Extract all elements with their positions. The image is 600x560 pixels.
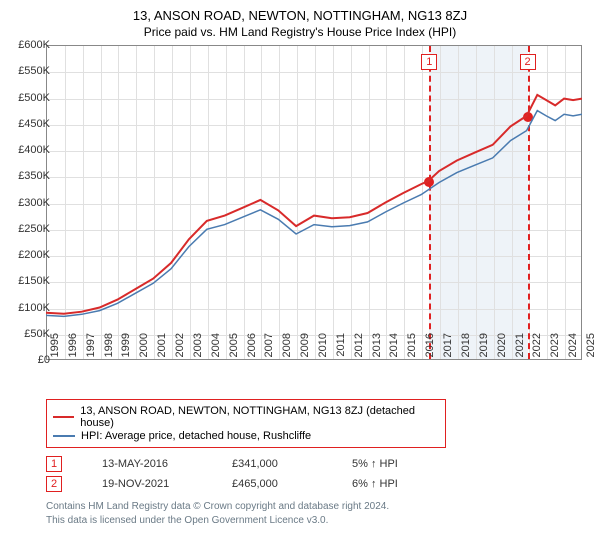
legend-item-property: 13, ANSON ROAD, NEWTON, NOTTINGHAM, NG13… bbox=[53, 405, 439, 429]
x-axis-label: 2009 bbox=[299, 333, 311, 363]
x-axis-label: 2011 bbox=[335, 333, 347, 363]
legend-label: HPI: Average price, detached house, Rush… bbox=[81, 430, 311, 442]
x-axis-label: 2024 bbox=[567, 333, 579, 363]
sales-table: 1 13-MAY-2016 £341,000 5% ↑ HPI 2 19-NOV… bbox=[46, 456, 590, 492]
footer-attribution: Contains HM Land Registry data © Crown c… bbox=[46, 500, 590, 527]
legend-swatch bbox=[53, 416, 74, 418]
chart-legend: 13, ANSON ROAD, NEWTON, NOTTINGHAM, NG13… bbox=[46, 399, 446, 448]
table-row: 2 19-NOV-2021 £465,000 6% ↑ HPI bbox=[46, 476, 590, 492]
footer-line: Contains HM Land Registry data © Crown c… bbox=[46, 500, 590, 514]
x-axis-label: 1997 bbox=[85, 333, 97, 363]
legend-item-hpi: HPI: Average price, detached house, Rush… bbox=[53, 430, 439, 442]
x-axis-label: 2007 bbox=[263, 333, 275, 363]
x-axis-label: 2004 bbox=[210, 333, 222, 363]
y-axis-label: £200K bbox=[18, 249, 50, 261]
sale-marker-box: 1 bbox=[46, 456, 62, 472]
sale-delta: 6% ↑ HPI bbox=[352, 478, 398, 490]
y-axis-label: £500K bbox=[18, 92, 50, 104]
x-axis-label: 2001 bbox=[156, 333, 168, 363]
x-axis-label: 2002 bbox=[174, 333, 186, 363]
legend-label: 13, ANSON ROAD, NEWTON, NOTTINGHAM, NG13… bbox=[80, 405, 439, 429]
x-axis-label: 2003 bbox=[192, 333, 204, 363]
x-axis-label: 2017 bbox=[442, 333, 454, 363]
x-axis-label: 1999 bbox=[120, 333, 132, 363]
table-row: 1 13-MAY-2016 £341,000 5% ↑ HPI bbox=[46, 456, 590, 472]
y-axis-label: £450K bbox=[18, 118, 50, 130]
x-axis-label: 2010 bbox=[317, 333, 329, 363]
sale-price: £341,000 bbox=[232, 458, 312, 470]
x-axis-label: 2019 bbox=[478, 333, 490, 363]
y-axis-label: £400K bbox=[18, 144, 50, 156]
y-axis-label: £350K bbox=[18, 170, 50, 182]
x-axis-label: 2008 bbox=[281, 333, 293, 363]
x-axis-label: 1996 bbox=[67, 333, 79, 363]
x-axis-label: 2022 bbox=[531, 333, 543, 363]
x-axis-label: 2023 bbox=[549, 333, 561, 363]
y-axis-label: £600K bbox=[18, 39, 50, 51]
sale-date: 19-NOV-2021 bbox=[102, 478, 192, 490]
x-axis-label: 2014 bbox=[388, 333, 400, 363]
sale-marker-box: 2 bbox=[46, 476, 62, 492]
title-address: 13, ANSON ROAD, NEWTON, NOTTINGHAM, NG13… bbox=[0, 8, 600, 23]
x-axis-label: 2006 bbox=[246, 333, 258, 363]
x-axis-label: 2021 bbox=[514, 333, 526, 363]
y-axis-label: £300K bbox=[18, 197, 50, 209]
x-axis-label: 2005 bbox=[228, 333, 240, 363]
title-subtitle: Price paid vs. HM Land Registry's House … bbox=[0, 25, 600, 39]
y-axis-label: £150K bbox=[18, 275, 50, 287]
chart-lines bbox=[46, 45, 582, 360]
y-axis-label: £100K bbox=[18, 302, 50, 314]
x-axis-label: 2025 bbox=[585, 333, 597, 363]
y-axis-label: £550K bbox=[18, 65, 50, 77]
y-axis-label: £50K bbox=[24, 328, 50, 340]
x-axis-label: 2018 bbox=[460, 333, 472, 363]
sale-price: £465,000 bbox=[232, 478, 312, 490]
price-chart: 12 £0£50K£100K£150K£200K£250K£300K£350K£… bbox=[46, 45, 590, 395]
sale-delta: 5% ↑ HPI bbox=[352, 458, 398, 470]
x-axis-label: 2012 bbox=[353, 333, 365, 363]
sale-date: 13-MAY-2016 bbox=[102, 458, 192, 470]
x-axis-label: 1998 bbox=[103, 333, 115, 363]
x-axis-label: 2015 bbox=[406, 333, 418, 363]
footer-line: This data is licensed under the Open Gov… bbox=[46, 514, 590, 528]
x-axis-label: 2013 bbox=[371, 333, 383, 363]
y-axis-label: £250K bbox=[18, 223, 50, 235]
series-property bbox=[46, 95, 582, 314]
x-axis-label: 2000 bbox=[138, 333, 150, 363]
x-axis-label: 2020 bbox=[496, 333, 508, 363]
x-axis-label: 1995 bbox=[49, 333, 61, 363]
legend-swatch bbox=[53, 435, 75, 437]
x-axis-label: 2016 bbox=[424, 333, 436, 363]
series-hpi bbox=[46, 111, 582, 317]
